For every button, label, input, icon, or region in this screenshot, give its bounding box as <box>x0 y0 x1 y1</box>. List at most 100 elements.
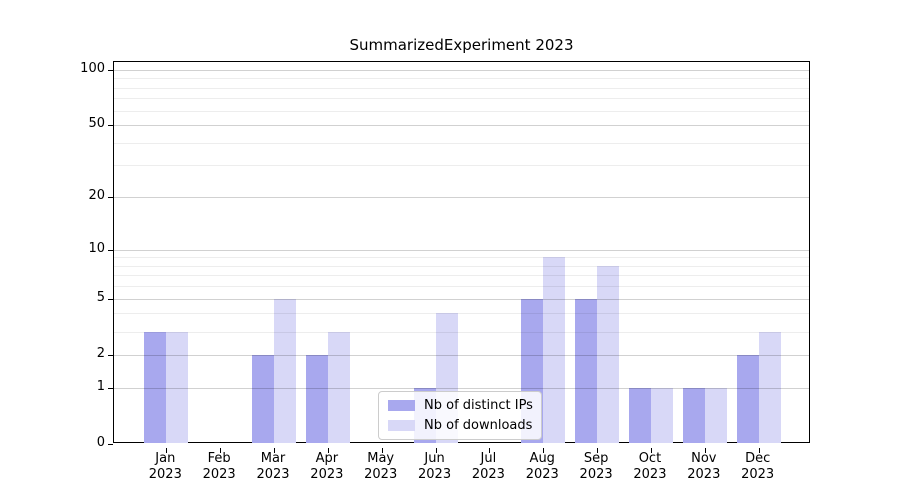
y-tick-label: 20 <box>88 188 105 204</box>
year-label: 2023 <box>579 467 613 482</box>
x-tick-mark <box>381 448 383 453</box>
y-tick-mark <box>108 354 113 356</box>
gridline-major <box>114 197 809 199</box>
gridline-major <box>114 125 809 127</box>
gridline-minor <box>114 165 809 167</box>
month-label: Nov <box>691 451 717 466</box>
gridline-minor <box>114 265 809 267</box>
year-label: 2023 <box>202 467 236 482</box>
bar-downloads-aug <box>543 257 566 443</box>
legend: Nb of distinct IPs Nb of downloads <box>378 391 542 440</box>
x-tick-label: Oct 2023 <box>618 451 682 483</box>
bar-ips-dec <box>736 354 759 443</box>
gridline-minor <box>114 313 809 315</box>
year-label: 2023 <box>525 467 559 482</box>
y-tick-label: 0 <box>96 435 105 450</box>
y-tick-label: 100 <box>80 60 105 76</box>
legend-swatch <box>388 420 415 431</box>
y-tick-mark <box>108 197 113 199</box>
bar-ips-apr <box>305 354 328 443</box>
y-tick-label: 10 <box>88 240 105 256</box>
month-label: Jan <box>155 451 176 466</box>
bar-downloads-oct <box>650 387 673 443</box>
year-label: 2023 <box>633 467 667 482</box>
gridline-minor <box>114 275 809 277</box>
month-label: Mar <box>260 451 286 466</box>
x-tick-label: Apr 2023 <box>295 451 359 483</box>
x-tick-mark <box>274 448 275 453</box>
x-tick-label: Aug 2023 <box>510 451 574 483</box>
x-tick-mark <box>489 448 491 453</box>
gridline-major <box>114 387 809 389</box>
chart-title: SummarizedExperiment 2023 <box>349 36 574 54</box>
x-tick-label: May 2023 <box>349 451 413 483</box>
y-tick-mark <box>108 249 113 251</box>
month-label: Apr <box>315 451 339 466</box>
y-tick-mark <box>108 387 113 389</box>
x-tick-label: Sep 2023 <box>564 451 628 483</box>
x-tick-label: Nov 2023 <box>672 451 736 483</box>
legend-swatch <box>388 400 415 411</box>
month-label: Sep <box>583 451 609 466</box>
gridline-minor <box>114 110 809 112</box>
plot-area <box>108 61 810 453</box>
bar-downloads-apr <box>327 331 350 443</box>
bar-ips-mar <box>252 354 274 443</box>
gridline-minor <box>114 98 809 100</box>
bar-ips-sep <box>575 298 598 443</box>
gridline-major <box>114 249 809 251</box>
y-tick-mark <box>108 298 113 300</box>
x-tick-mark <box>597 448 599 453</box>
year-label: 2023 <box>418 467 452 482</box>
bar-downloads-sep <box>597 265 620 443</box>
x-tick-label: Feb 2023 <box>187 451 251 483</box>
gridline-minor <box>114 142 809 144</box>
legend-item-label: Nb of distinct IPs <box>424 398 533 413</box>
y-tick-label: 5 <box>96 289 105 305</box>
x-tick-mark <box>758 448 760 453</box>
y-tick-mark <box>108 125 113 127</box>
gridline-minor <box>114 286 809 288</box>
month-label: Feb <box>207 451 231 466</box>
year-label: 2023 <box>256 467 290 482</box>
month-label: Jul <box>480 451 497 466</box>
y-tick-label: 2 <box>96 345 105 361</box>
year-label: 2023 <box>471 467 505 482</box>
x-tick-mark <box>704 448 706 453</box>
legend-item-label: Nb of downloads <box>424 418 533 433</box>
gridline-minor <box>114 87 809 89</box>
bar-downloads-nov <box>704 387 727 443</box>
x-tick-label: Jun 2023 <box>403 451 467 483</box>
bar-downloads-jan <box>166 331 189 443</box>
month-label: Jun <box>424 451 445 466</box>
bar-downloads-dec <box>758 331 781 443</box>
y-tick-label: 1 <box>96 378 105 394</box>
legend-item: Nb of downloads <box>388 418 532 433</box>
gridline-major <box>114 298 809 300</box>
x-tick-mark <box>650 448 652 453</box>
bar-ips-oct <box>628 387 651 443</box>
x-tick-label: Mar 2023 <box>241 451 305 483</box>
x-tick-mark <box>166 448 168 453</box>
year-label: 2023 <box>148 467 182 482</box>
x-tick-mark <box>435 448 437 453</box>
month-label: Aug <box>529 451 555 466</box>
gridline-major <box>114 69 809 71</box>
gridline-minor <box>114 257 809 259</box>
legend-item: Nb of distinct IPs <box>388 398 533 413</box>
gridline-major <box>114 354 809 356</box>
month-label: Oct <box>638 451 662 466</box>
y-tick-mark <box>108 69 113 71</box>
x-tick-mark <box>543 448 545 453</box>
x-tick-label: Dec 2023 <box>726 451 790 483</box>
gridline-minor <box>114 331 809 333</box>
year-label: 2023 <box>310 467 344 482</box>
y-tick-mark <box>108 444 113 445</box>
x-tick-label: Jan 2023 <box>133 451 197 483</box>
bar-downloads-mar <box>274 298 296 443</box>
year-label: 2023 <box>741 467 775 482</box>
gridline-minor <box>114 78 809 80</box>
x-tick-mark <box>327 448 329 453</box>
y-tick-label: 50 <box>88 116 105 132</box>
